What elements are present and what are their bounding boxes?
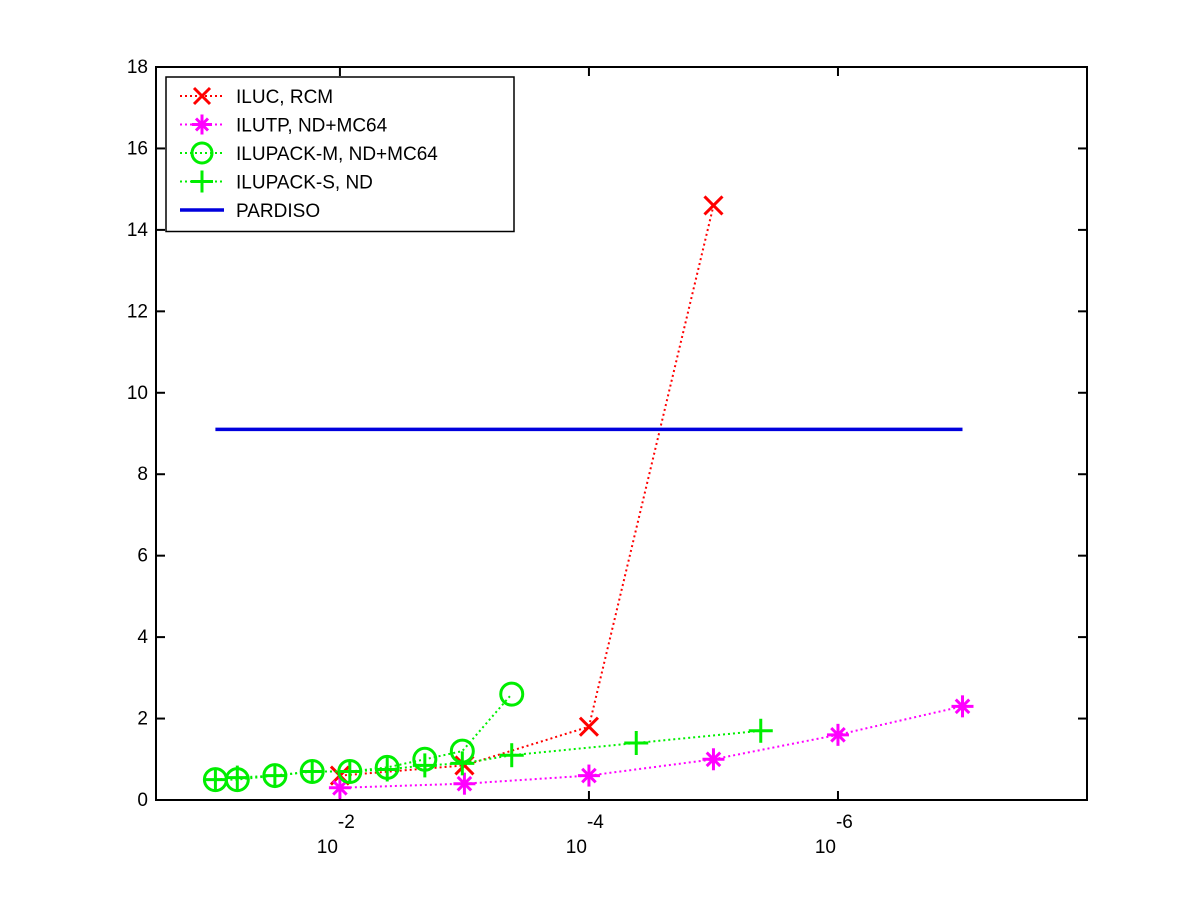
legend-item: ILUPACK-M, ND+MC64 [180,141,438,165]
legend-item: ILUTP, ND+MC64 [180,114,388,137]
legend-label: ILUC, RCM [236,87,333,108]
data-point [703,195,724,216]
data-point [375,757,400,782]
data-point [748,718,773,743]
data-point [577,764,600,787]
data-point [702,748,725,771]
data-point [262,763,287,788]
y-tick-label: 16 [127,138,148,159]
data-point [190,141,214,165]
y-tick-label: 8 [137,464,148,485]
legend-label: PARDISO [236,201,320,222]
data-point [191,170,213,193]
series-line [339,205,715,777]
data-point [192,86,212,106]
y-tick-label: 6 [137,546,148,567]
x-tick-label-exponent: -4 [587,812,604,833]
x-tick-label-base: 10 [815,837,836,858]
series-3 [203,718,773,792]
x-tick-label-exponent: -6 [836,812,853,833]
data-point [499,681,525,707]
legend: ILUC, RCM ILUTP, ND+MC64 ILUPACK-M, ND+MC6… [165,76,515,233]
data-point [225,765,250,790]
data-point [453,772,476,795]
data-point [337,759,362,784]
legend-label: ILUPACK-M, ND+MC64 [236,144,438,165]
x-tick-label-base: 10 [566,837,587,858]
legend-label: ILUPACK-S, ND [236,173,373,194]
legend-item: ILUC, RCM [180,86,333,108]
data-point [203,767,228,792]
legend-box [165,76,515,233]
data-point [192,114,212,135]
data-point [624,730,649,755]
series-layer [202,195,974,799]
legend-item: ILUPACK-S, ND [180,170,373,194]
y-tick-label: 2 [137,709,148,730]
data-point [499,743,524,768]
series-1 [328,695,974,799]
series-line [215,693,513,781]
x-tick-label-base: 10 [317,837,338,858]
y-tick-label: 0 [137,790,148,811]
data-point [300,759,325,784]
legend-label: ILUTP, ND+MC64 [236,116,388,137]
data-point [412,753,437,778]
y-tick-label: 4 [137,627,148,648]
data-point [951,695,974,718]
y-tick-label: 14 [127,220,149,241]
data-point [826,723,849,746]
y-tick-label: 12 [127,301,148,322]
y-tick-label: 18 [127,57,148,78]
x-tick-label-exponent: -2 [338,812,355,833]
legend-item: PARDISO [180,201,320,222]
data-point [578,716,600,737]
y-tick-label: 10 [127,383,148,404]
data-point [328,776,351,799]
data-point [450,751,475,776]
